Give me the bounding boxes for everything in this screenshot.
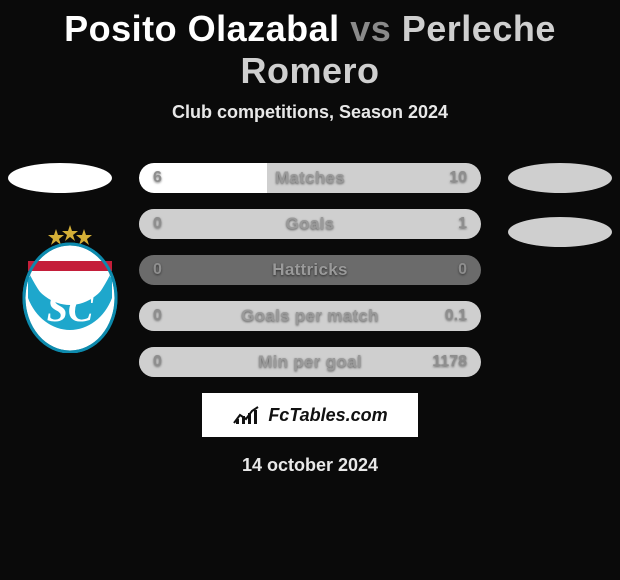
badge-stars xyxy=(48,225,92,245)
bar-label: Matches xyxy=(139,163,481,193)
bar-value-left: 6 xyxy=(153,163,162,193)
badge-initials: SC xyxy=(47,288,94,330)
stat-row: Matches6 10 xyxy=(139,163,481,193)
bar-value-right: 0.1 xyxy=(445,301,467,331)
subtitle: Club competitions, Season 2024 xyxy=(0,102,620,123)
bar-value-right: 1178 xyxy=(432,347,467,377)
bar-value-left: 0 xyxy=(153,301,162,331)
stat-row: Goals0 1 xyxy=(139,209,481,239)
bar-value-right: 1 xyxy=(458,209,467,239)
bar-value-right: 10 xyxy=(449,163,467,193)
bar-value-right: 0 xyxy=(458,255,467,285)
footer-brand-box: FcTables.com xyxy=(202,393,418,437)
chart-icon xyxy=(232,405,262,425)
vs-label: vs xyxy=(350,8,391,49)
date-label: 14 october 2024 xyxy=(10,455,610,476)
bar-value-left: 0 xyxy=(153,255,162,285)
stat-row: Hattricks0 0 xyxy=(139,255,481,285)
stat-row: Min per goal0 1178 xyxy=(139,347,481,377)
comparison-title: Posito Olazabal vs Perleche Romero xyxy=(0,0,620,92)
main-area: SC Matches610Goals01Hattricks00Goals per… xyxy=(0,163,620,476)
bar-label: Min per goal xyxy=(139,347,481,377)
player1-name: Posito Olazabal xyxy=(64,8,340,49)
badge-stripe xyxy=(28,261,112,271)
bar-label: Goals per match xyxy=(139,301,481,331)
bar-label: Goals xyxy=(139,209,481,239)
player2-oval xyxy=(508,163,612,193)
bar-label: Hattricks xyxy=(139,255,481,285)
stat-row: Goals per match0 0.1 xyxy=(139,301,481,331)
club-badge: SC xyxy=(20,223,120,353)
player1-oval xyxy=(8,163,112,193)
stat-bars: Matches610Goals01Hattricks00Goals per ma… xyxy=(139,163,481,377)
brand-text: FcTables.com xyxy=(268,405,387,426)
bar-value-left: 0 xyxy=(153,347,162,377)
bar-value-left: 0 xyxy=(153,209,162,239)
player2-oval-secondary xyxy=(508,217,612,247)
club-badge-svg: SC xyxy=(20,223,120,353)
